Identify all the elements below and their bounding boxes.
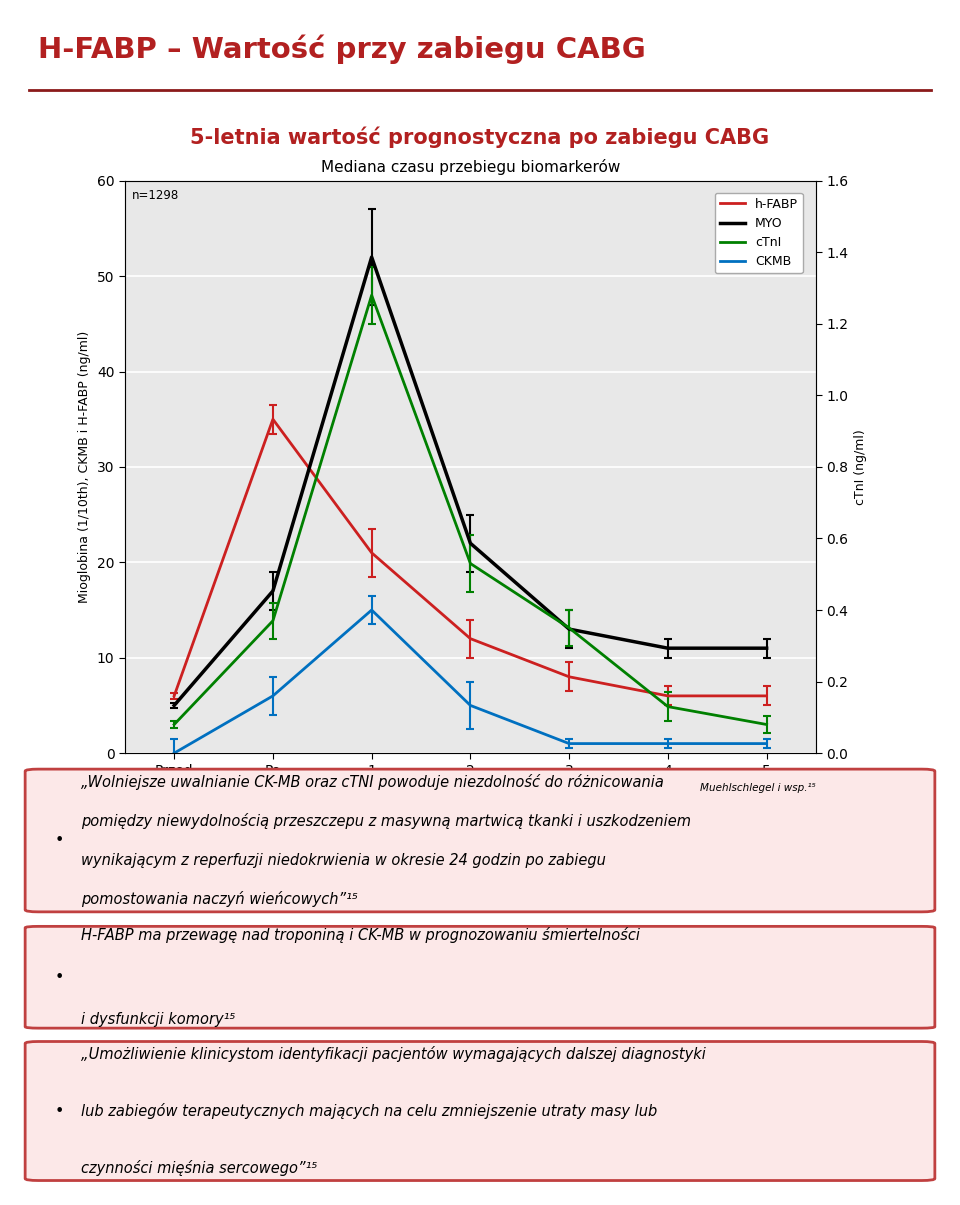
Text: „Umożliwienie klinicystom identyfikacji pacjentów wymagających dalszej diagnosty: „Umożliwienie klinicystom identyfikacji … bbox=[81, 1046, 706, 1062]
Title: Mediana czasu przebiegu biomarkerów: Mediana czasu przebiegu biomarkerów bbox=[321, 159, 620, 176]
Y-axis label: cTnI (ng/ml): cTnI (ng/ml) bbox=[854, 429, 867, 505]
Text: pomostowania naczyń wieńcowych”¹⁵: pomostowania naczyń wieńcowych”¹⁵ bbox=[81, 892, 358, 907]
X-axis label: Czas pobrania krwi po krążeniu pozaustrojowym (dni): Czas pobrania krwi po krążeniu pozaustro… bbox=[283, 786, 658, 800]
Text: H-FABP ma przewagę nad troponiną i CK-MB w prognozowaniu śmiertelności: H-FABP ma przewagę nad troponiną i CK-MB… bbox=[81, 928, 639, 944]
Text: •: • bbox=[55, 970, 63, 984]
Text: •: • bbox=[55, 833, 63, 848]
Text: •: • bbox=[55, 1104, 63, 1118]
Text: Muehlschlegel i wsp.¹⁵: Muehlschlegel i wsp.¹⁵ bbox=[700, 783, 816, 793]
FancyBboxPatch shape bbox=[25, 927, 935, 1028]
Text: pomiędzy niewydolnością przeszczepu z masywną martwicą tkanki i uszkodzeniem: pomiędzy niewydolnością przeszczepu z ma… bbox=[81, 813, 691, 829]
Y-axis label: Mioglobina (1/10th), CKMB i H-FABP (ng/ml): Mioglobina (1/10th), CKMB i H-FABP (ng/m… bbox=[78, 331, 91, 602]
FancyBboxPatch shape bbox=[25, 769, 935, 912]
Text: 5-letnia wartość prognostyczna po zabiegu CABG: 5-letnia wartość prognostyczna po zabieg… bbox=[190, 127, 770, 148]
Text: lub zabiegów terapeutycznych mających na celu zmniejszenie utraty masy lub: lub zabiegów terapeutycznych mających na… bbox=[81, 1103, 657, 1119]
Text: czynności mięśnia sercowego”¹⁵: czynności mięśnia sercowego”¹⁵ bbox=[81, 1160, 317, 1176]
Text: wynikającym z reperfuzji niedokrwienia w okresie 24 godzin po zabiegu: wynikającym z reperfuzji niedokrwienia w… bbox=[81, 853, 606, 868]
Text: n=1298: n=1298 bbox=[132, 189, 179, 202]
Text: i dysfunkcji komory¹⁵: i dysfunkcji komory¹⁵ bbox=[81, 1012, 235, 1027]
FancyBboxPatch shape bbox=[25, 1041, 935, 1181]
Text: „Wolniejsze uwalnianie CK-MB oraz cTNI powoduje niezdolność do różnicowania: „Wolniejsze uwalnianie CK-MB oraz cTNI p… bbox=[81, 774, 663, 789]
Legend: h-FABP, MYO, cTnI, CKMB: h-FABP, MYO, cTnI, CKMB bbox=[715, 193, 803, 274]
Text: H-FABP – Wartość przy zabiegu CABG: H-FABP – Wartość przy zabiegu CABG bbox=[38, 35, 646, 64]
